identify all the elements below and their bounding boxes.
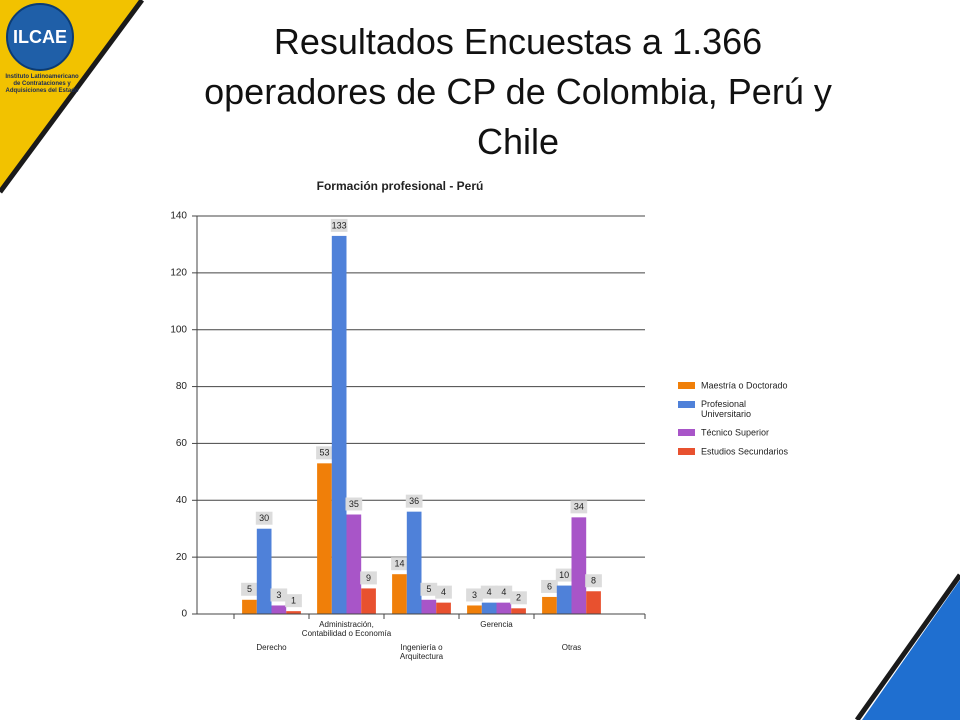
y-tick-label: 100 xyxy=(170,324,187,335)
data-label-box xyxy=(316,446,333,460)
bar xyxy=(421,599,437,614)
data-label: 8 xyxy=(591,576,596,586)
data-label-box xyxy=(480,585,498,599)
data-label-box xyxy=(510,591,527,605)
corner-band xyxy=(862,580,960,720)
data-label-box xyxy=(435,585,452,599)
logo-name: ILCAE xyxy=(13,27,67,47)
bar xyxy=(511,608,526,614)
x-tick-label: Derecho xyxy=(256,643,287,652)
bar xyxy=(467,605,482,614)
bar xyxy=(481,602,497,614)
data-label: 9 xyxy=(366,573,371,583)
y-tick-label: 20 xyxy=(176,552,188,563)
data-label-box xyxy=(585,574,602,588)
bar xyxy=(331,235,347,614)
legend-label: Maestría o Doctorado xyxy=(701,380,788,390)
data-label: 34 xyxy=(574,502,584,512)
data-label-box xyxy=(495,585,513,599)
bar xyxy=(271,605,287,614)
bar xyxy=(496,602,512,614)
logo-circle xyxy=(6,3,74,71)
x-tick-label: Gerencia xyxy=(480,620,513,629)
data-label: 3 xyxy=(276,590,281,600)
corner-edge xyxy=(854,573,960,720)
y-tick-label: 140 xyxy=(170,211,187,222)
data-label: 4 xyxy=(441,587,446,597)
data-label-box xyxy=(285,594,302,608)
legend-swatch xyxy=(678,448,695,455)
data-label-box xyxy=(241,582,258,596)
data-label: 3 xyxy=(472,590,477,600)
logo-caption: Instituto Latinoamericano de Contratacion… xyxy=(5,74,79,94)
data-label: 36 xyxy=(409,496,419,506)
data-label-box xyxy=(345,497,363,511)
bar xyxy=(242,599,257,614)
data-label-box xyxy=(330,218,348,232)
y-tick-label: 0 xyxy=(181,609,187,620)
data-label-box xyxy=(405,494,423,508)
data-label-box xyxy=(360,571,377,585)
bar xyxy=(256,528,272,614)
data-label-box xyxy=(391,557,408,571)
bar xyxy=(436,602,451,614)
data-label: 30 xyxy=(259,513,269,523)
legend-label: Profesional Universitario xyxy=(701,399,751,419)
data-label: 1 xyxy=(291,596,296,606)
data-label: 6 xyxy=(547,581,552,591)
y-tick-label: 40 xyxy=(176,495,188,506)
x-tick-label: Administración, Contabilidad o Economía xyxy=(302,620,392,638)
slide-title: Resultados Encuestas a 1.366 operadores d… xyxy=(204,21,832,162)
data-label: 53 xyxy=(319,448,329,458)
bar xyxy=(586,591,601,614)
data-label: 14 xyxy=(394,559,404,569)
data-label: 5 xyxy=(247,584,252,594)
chart-title: Formación profesional - Perú xyxy=(317,179,484,193)
legend-swatch xyxy=(678,382,695,389)
x-tick-label: Otras xyxy=(562,643,582,652)
data-label-box xyxy=(570,500,588,514)
y-tick-label: 60 xyxy=(176,438,188,449)
bar xyxy=(286,611,301,614)
data-label: 133 xyxy=(332,220,347,230)
y-tick-label: 80 xyxy=(176,381,188,392)
bar xyxy=(346,514,362,614)
bar xyxy=(406,511,422,614)
data-label-box xyxy=(255,511,273,525)
bar xyxy=(556,585,572,614)
bar xyxy=(392,574,407,614)
logo-edge xyxy=(0,0,145,194)
data-label: 4 xyxy=(501,587,506,597)
data-label: 10 xyxy=(559,570,569,580)
bar xyxy=(542,596,557,614)
data-label-box xyxy=(420,582,438,596)
data-label: 2 xyxy=(516,593,521,603)
bar xyxy=(361,588,376,614)
bar xyxy=(317,463,332,614)
data-label-box xyxy=(270,588,288,602)
legend-label: Estudios Secundarios xyxy=(701,446,789,456)
x-tick-label: Ingeniería o Arquitectura xyxy=(400,643,444,661)
legend-label: Técnico Superior xyxy=(701,427,769,437)
legend-swatch xyxy=(678,401,695,408)
data-label-box xyxy=(541,579,558,593)
data-label: 4 xyxy=(487,587,492,597)
data-label: 35 xyxy=(349,499,359,509)
y-tick-label: 120 xyxy=(170,267,187,278)
legend-swatch xyxy=(678,429,695,436)
data-label-box xyxy=(555,568,573,582)
data-label-box xyxy=(466,588,483,602)
bar xyxy=(571,517,587,614)
data-label: 5 xyxy=(426,584,431,594)
